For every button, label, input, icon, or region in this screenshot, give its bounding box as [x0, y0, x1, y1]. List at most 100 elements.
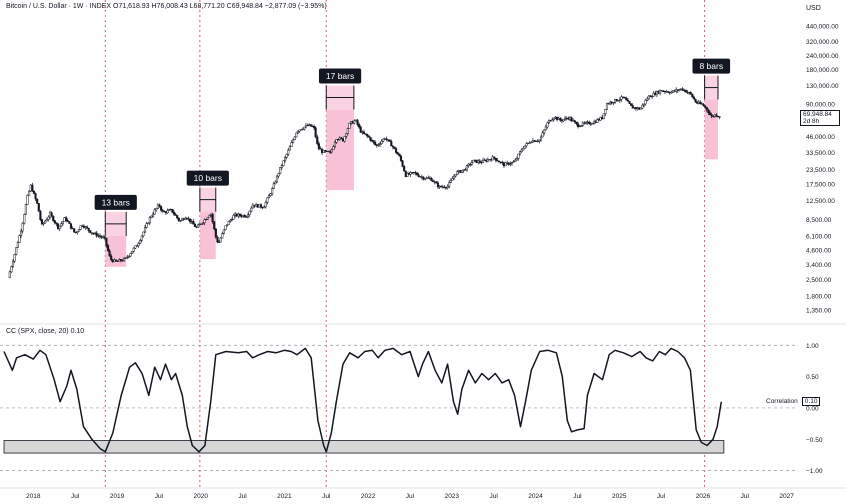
- candle-body: [205, 219, 208, 221]
- candle-body: [448, 182, 451, 187]
- axes: 440,000.00 320,000.00 240,000.00 180,000.00…: [26, 23, 839, 500]
- price-tick-label: 12,500.00: [806, 198, 835, 205]
- price-tick-label: 3,400.00: [806, 262, 832, 269]
- candle-body: [295, 132, 298, 138]
- candle-body: [143, 227, 147, 233]
- time-tick-label: 2027: [779, 493, 794, 500]
- candle-body: [591, 123, 594, 125]
- candle-body: [15, 247, 18, 255]
- time-tick-label: Jul: [71, 493, 80, 500]
- bar-range-annotation: 10 bars: [186, 170, 229, 212]
- candle-body: [145, 223, 148, 228]
- candle-body: [691, 93, 694, 98]
- candle-body: [290, 142, 293, 147]
- candle-body: [399, 155, 402, 161]
- candle-body: [211, 213, 214, 222]
- candle-body: [382, 138, 385, 142]
- last-price-value: 69,948.84: [803, 111, 832, 118]
- candle-body: [197, 224, 200, 228]
- candle-body: [189, 218, 192, 223]
- candle-body: [496, 160, 499, 162]
- indicator-label: CC (SPX, close, 20) 0.10: [6, 328, 85, 335]
- candle-body: [312, 126, 316, 129]
- bar-count-label: 8 bars: [699, 61, 723, 71]
- candle-body: [317, 143, 320, 149]
- price-pane[interactable]: [8, 87, 721, 279]
- candle-body: [403, 166, 406, 172]
- candle-body: [509, 163, 512, 165]
- candle-body: [432, 180, 435, 183]
- candle-body: [345, 133, 348, 137]
- candle-body: [388, 139, 391, 142]
- price-tick-label: 6,100.00: [806, 233, 832, 240]
- candle-body: [523, 145, 526, 149]
- last-price-tag: 69,948.84 2d 8h: [800, 110, 840, 126]
- candle-body: [525, 143, 528, 147]
- candle-body: [398, 154, 401, 157]
- candle-body: [201, 222, 205, 225]
- candle-body: [279, 167, 282, 174]
- price-tick-label: 130,000.00: [806, 83, 839, 90]
- candle-body: [353, 120, 356, 124]
- candle-body: [108, 250, 111, 257]
- candle-body: [23, 214, 26, 224]
- candle-body: [222, 229, 225, 234]
- candle-body: [348, 122, 351, 129]
- candle-body: [36, 198, 39, 204]
- price-tick-label: 440,000.00: [806, 23, 839, 30]
- candle-body: [129, 253, 132, 257]
- candle-body: [580, 125, 583, 127]
- candle-body: [435, 181, 438, 184]
- time-tick-label: 2023: [445, 493, 460, 500]
- price-tick-label: 1,800.00: [806, 293, 832, 300]
- candle-body: [708, 112, 712, 115]
- candle-body: [61, 220, 64, 224]
- price-tick-label: 46,000.00: [806, 134, 835, 141]
- bar-countdown: 2d 8h: [803, 118, 820, 125]
- candle-body: [10, 266, 13, 273]
- candle-body: [179, 220, 182, 222]
- candle-body: [232, 215, 235, 220]
- candle-body: [605, 103, 609, 110]
- candle-body: [596, 119, 599, 123]
- time-tick-label: Jul: [406, 493, 415, 500]
- price-tick-label: 33,500.00: [806, 150, 835, 157]
- candle-body: [309, 124, 312, 127]
- candle-body: [126, 256, 129, 259]
- candle-body: [570, 117, 573, 121]
- candle-body: [659, 90, 662, 94]
- candle-body: [34, 193, 37, 200]
- candle-body: [443, 186, 446, 188]
- candle-body: [522, 147, 525, 151]
- candle-body: [119, 259, 122, 261]
- candle-body: [314, 127, 317, 138]
- candle-body: [581, 122, 584, 126]
- candle-body: [316, 136, 319, 144]
- bar-count-label: 10 bars: [194, 173, 222, 183]
- candle-body: [246, 214, 250, 218]
- candle-body: [446, 185, 449, 189]
- candle-body: [612, 102, 615, 104]
- bar-count-label: 17 bars: [326, 71, 354, 81]
- time-tick-label: Jul: [741, 493, 750, 500]
- candle-body: [436, 182, 440, 188]
- candle-body: [73, 228, 76, 233]
- candle-body: [642, 103, 646, 106]
- candle-body: [494, 157, 497, 161]
- indicator-pane[interactable]: [0, 344, 795, 471]
- candle-body: [544, 126, 547, 131]
- correlation-value: 0.10: [801, 397, 821, 406]
- candle-body: [367, 135, 370, 138]
- candle-body: [55, 222, 58, 225]
- candle-body: [203, 219, 206, 224]
- candle-body: [340, 137, 343, 139]
- candle-body: [667, 91, 670, 93]
- candle-body: [213, 221, 216, 230]
- time-tick-label: Jul: [573, 493, 582, 500]
- candle-body: [372, 140, 375, 143]
- candle-body: [42, 222, 45, 225]
- price-tick-label: 4,600.00: [806, 247, 832, 254]
- candle-body: [346, 128, 349, 134]
- candle-body: [89, 230, 92, 233]
